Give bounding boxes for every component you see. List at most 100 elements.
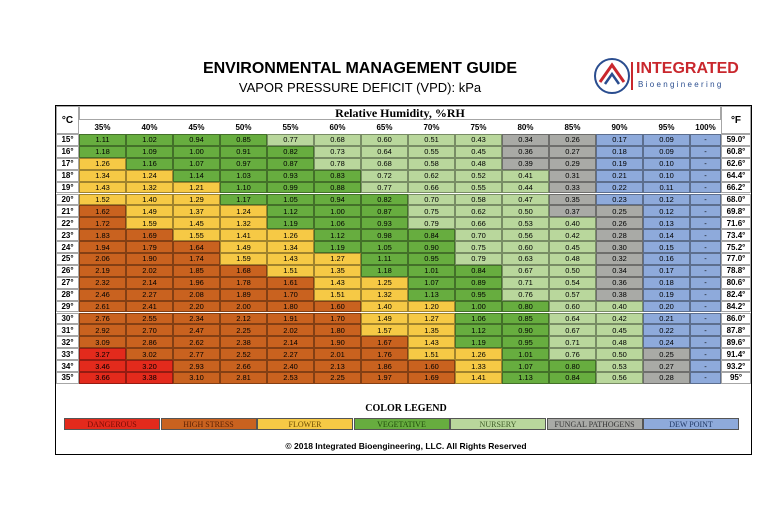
vpd-cell: 2.12 — [220, 312, 267, 325]
column-header: 85% — [564, 122, 581, 132]
vpd-cell: 2.08 — [173, 288, 220, 301]
row-header-c: 22° — [56, 217, 79, 230]
vpd-cell: 1.90 — [314, 336, 361, 349]
vpd-cell: 0.78 — [314, 157, 361, 170]
vpd-cell: 0.94 — [314, 193, 361, 206]
vpd-cell: 1.41 — [455, 372, 502, 384]
row-header-c: 19° — [56, 181, 79, 194]
vpd-cell: 1.80 — [267, 300, 314, 313]
row-header-f: 71.6° — [721, 217, 751, 230]
vpd-cell: 0.53 — [502, 217, 549, 230]
row-header-f: 62.6° — [721, 157, 751, 170]
vpd-cell: - — [690, 217, 721, 230]
vpd-cell: 1.68 — [220, 264, 267, 277]
vpd-cell: 0.20 — [643, 300, 690, 313]
vpd-cell: 0.43 — [455, 134, 502, 146]
vpd-cell: 1.43 — [408, 336, 455, 349]
row-header-c: 20° — [56, 193, 79, 206]
vpd-cell: 2.46 — [79, 288, 126, 301]
row-header-c: 18° — [56, 169, 79, 182]
vpd-cell: - — [690, 276, 721, 289]
vpd-cell: 3.27 — [79, 348, 126, 361]
vpd-cell: 0.84 — [549, 372, 596, 384]
row-header-c: 29° — [56, 300, 79, 313]
vpd-cell: 1.97 — [361, 372, 408, 384]
vpd-cell: 1.70 — [314, 312, 361, 325]
vpd-cell: 0.75 — [455, 241, 502, 253]
vpd-cell: 1.41 — [220, 229, 267, 242]
vpd-cell: 1.80 — [314, 324, 361, 337]
vpd-cell: 1.19 — [267, 217, 314, 230]
vpd-cell: 2.20 — [173, 300, 220, 313]
vpd-cell: 1.16 — [126, 157, 173, 170]
vpd-cell: 1.43 — [314, 276, 361, 289]
vpd-cell: 1.62 — [79, 205, 126, 218]
vpd-cell: 1.11 — [361, 253, 408, 265]
vpd-cell: 0.38 — [596, 288, 643, 301]
vpd-cell: 2.92 — [79, 324, 126, 337]
vpd-cell: 0.12 — [643, 205, 690, 218]
vpd-cell: 1.69 — [408, 372, 455, 384]
vpd-cell: 0.68 — [361, 157, 408, 170]
vpd-cell: 0.84 — [408, 229, 455, 242]
vpd-cell: - — [690, 181, 721, 194]
legend-title: COLOR LEGEND — [365, 402, 447, 414]
vpd-cell: 2.27 — [126, 288, 173, 301]
vpd-cell: 2.14 — [126, 276, 173, 289]
subtitle: VAPOR PRESSURE DEFICIT (VPD): kPa — [238, 80, 482, 95]
row-header-f: 78.8° — [721, 264, 751, 277]
row-header-f: 69.8° — [721, 205, 751, 218]
vpd-cell: 0.77 — [267, 134, 314, 146]
vpd-cell: 0.82 — [361, 193, 408, 206]
vpd-cell: 0.25 — [643, 348, 690, 361]
vpd-cell: 0.76 — [502, 288, 549, 301]
vpd-cell: 0.94 — [173, 134, 220, 146]
row-header-c: 17° — [56, 157, 79, 170]
vpd-cell: - — [690, 336, 721, 349]
vpd-cell: 2.06 — [79, 253, 126, 265]
vpd-cell: 0.79 — [408, 217, 455, 230]
vpd-cell: 0.30 — [596, 241, 643, 253]
column-header: 100% — [695, 122, 716, 132]
vpd-cell: - — [690, 157, 721, 170]
vpd-cell: 0.19 — [643, 288, 690, 301]
vpd-cell: 3.66 — [79, 372, 126, 384]
vpd-cell: 0.64 — [361, 145, 408, 158]
vpd-cell: 0.71 — [549, 336, 596, 349]
vpd-cell: 1.01 — [502, 348, 549, 361]
vpd-cell: - — [690, 312, 721, 325]
vpd-cell: 1.01 — [408, 264, 455, 277]
row-header-c: 15° — [56, 134, 79, 146]
column-header: 70% — [423, 122, 440, 132]
vpd-cell: 2.55 — [126, 312, 173, 325]
vpd-cell: 0.41 — [502, 169, 549, 182]
vpd-cell: 0.13 — [643, 217, 690, 230]
vpd-cell: 1.61 — [267, 276, 314, 289]
vpd-cell: 0.58 — [408, 157, 455, 170]
vpd-cell: 1.21 — [173, 181, 220, 194]
vpd-cell: 3.10 — [173, 372, 220, 384]
vpd-cell: 1.07 — [502, 360, 549, 372]
row-header-f: 89.6° — [721, 336, 751, 349]
vpd-cell: 0.90 — [502, 324, 549, 337]
vpd-cell: 0.99 — [267, 181, 314, 194]
vpd-cell: 0.31 — [549, 169, 596, 182]
vpd-cell: 0.60 — [549, 300, 596, 313]
vpd-cell: 1.18 — [79, 145, 126, 158]
vpd-cell: 0.53 — [596, 360, 643, 372]
logo-sub: Bioengineering — [638, 80, 724, 89]
vpd-cell: 3.38 — [126, 372, 173, 384]
vpd-cell: 1.52 — [79, 193, 126, 206]
vpd-cell: 2.86 — [126, 336, 173, 349]
vpd-cell: 0.66 — [455, 217, 502, 230]
row-header-f: 73.4° — [721, 229, 751, 242]
vpd-cell: 1.49 — [361, 312, 408, 325]
vpd-cell: - — [690, 169, 721, 182]
vpd-cell: 1.34 — [79, 169, 126, 182]
vpd-cell: 1.32 — [220, 217, 267, 230]
row-header-c: 34° — [56, 360, 79, 372]
column-header: 50% — [235, 122, 252, 132]
vpd-cell: 0.87 — [267, 157, 314, 170]
vpd-cell: 1.86 — [361, 360, 408, 372]
vpd-cell: 1.69 — [126, 229, 173, 242]
